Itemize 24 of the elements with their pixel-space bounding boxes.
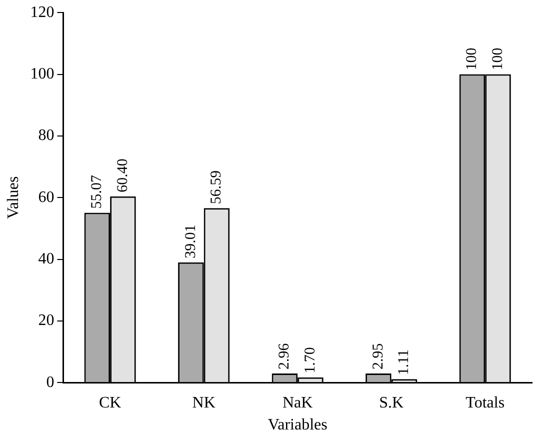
data-label: 39.01 (182, 224, 199, 258)
x-axis-title: Variables (268, 416, 328, 434)
y-tick-label: 60 (38, 188, 54, 206)
x-tick-label: CK (98, 394, 122, 412)
x-tick-label: S.K (379, 394, 404, 412)
data-label: 1.70 (302, 347, 318, 374)
y-tick-label: 100 (30, 65, 54, 82)
y-tick-label: 20 (38, 312, 54, 330)
data-label: 2.95 (370, 343, 386, 370)
data-label: 100 (490, 48, 506, 70)
y-tick-label: 40 (38, 250, 54, 268)
data-label: 60.40 (114, 158, 131, 192)
y-tick-label: 80 (38, 127, 54, 144)
y-tick-label: 0 (46, 374, 54, 391)
x-tick-label: Totals (466, 394, 505, 412)
data-label: 1.11 (396, 349, 412, 376)
data-label: 100 (464, 48, 480, 70)
data-label: 56.59 (208, 170, 225, 204)
y-axis-title: Values (4, 176, 22, 219)
x-tick-label: NK (192, 394, 216, 412)
data-label: 55.07 (89, 174, 106, 209)
y-tick-label: 120 (30, 4, 54, 21)
data-label: 2.96 (276, 342, 293, 370)
x-tick-label: NaK (282, 394, 314, 412)
